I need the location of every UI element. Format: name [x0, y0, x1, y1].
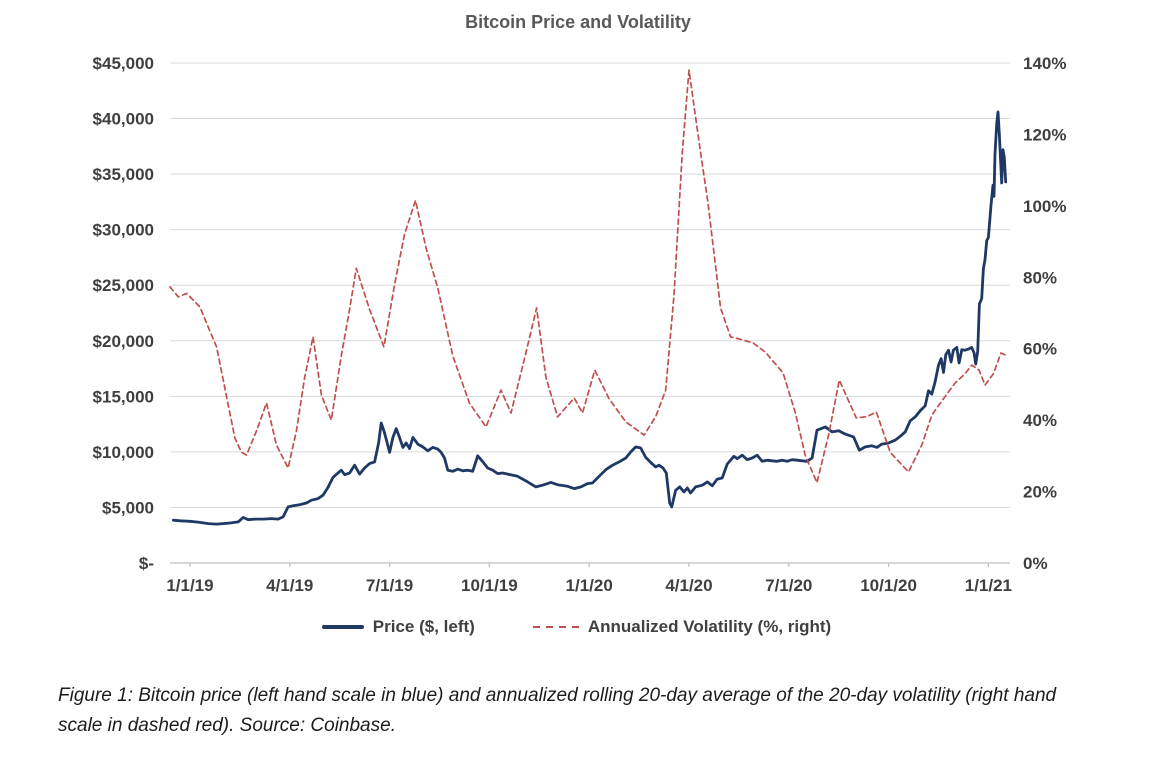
right-axis-tick-label: 140% [1023, 54, 1066, 73]
left-axis-tick-label: $30,000 [93, 221, 154, 240]
left-axis-tick-label: $25,000 [93, 276, 154, 295]
x-axis-tick-label: 1/1/19 [166, 576, 213, 595]
right-axis-tick-label: 120% [1023, 125, 1066, 144]
volatility-series-line [169, 69, 1007, 484]
right-axis-tick-label: 100% [1023, 197, 1066, 216]
right-axis-tick-label: 80% [1023, 268, 1057, 287]
chart-title: Bitcoin Price and Volatility [465, 12, 691, 32]
x-axis-tick-label: 4/1/20 [665, 576, 712, 595]
x-axis-tick-label: 1/1/21 [965, 576, 1012, 595]
left-axis-tick-label: $15,000 [93, 387, 154, 406]
x-axis-tick-label: 7/1/20 [765, 576, 812, 595]
legend-item-price: Price ($, left) [321, 617, 475, 637]
left-axis-tick-label: $45,000 [93, 54, 154, 73]
legend-label-volatility: Annualized Volatility (%, right) [587, 617, 832, 636]
legend-item-volatility: Annualized Volatility (%, right) [532, 617, 832, 637]
right-axis-tick-label: 60% [1023, 340, 1057, 359]
x-axis-tick-label: 7/1/19 [366, 576, 413, 595]
volatility-dashed-line-swatch [532, 625, 579, 629]
figure-caption: Figure 1: Bitcoin price (left hand scale… [58, 685, 1057, 737]
legend-label-price: Price ($, left) [372, 617, 475, 636]
left-axis-tick-label: $35,000 [93, 165, 154, 184]
left-axis-tick-label: $20,000 [93, 332, 154, 351]
x-axis-tick-label: 10/1/19 [461, 576, 518, 595]
left-axis-tick-label: $10,000 [93, 443, 154, 462]
right-axis-tick-label: 0% [1023, 554, 1048, 573]
price-series-line [171, 110, 1008, 526]
left-axis-tick-label: $- [139, 554, 154, 573]
left-axis-tick-label: $40,000 [93, 110, 154, 129]
x-axis-tick-label: 1/1/20 [566, 576, 613, 595]
left-axis-tick-label: $5,000 [102, 498, 154, 517]
right-axis-tick-label: 40% [1023, 411, 1057, 430]
x-axis-tick-label: 10/1/20 [860, 576, 917, 595]
x-axis-tick-label: 4/1/19 [266, 576, 313, 595]
price-line-swatch [321, 625, 364, 629]
chart-legend: Price ($, left) Annualized Volatility (%… [0, 617, 1153, 637]
bitcoin-price-volatility-chart: Bitcoin Price and Volatility $45,000 $40,0… [93, 12, 1067, 595]
right-axis-tick-label: 20% [1023, 483, 1057, 502]
